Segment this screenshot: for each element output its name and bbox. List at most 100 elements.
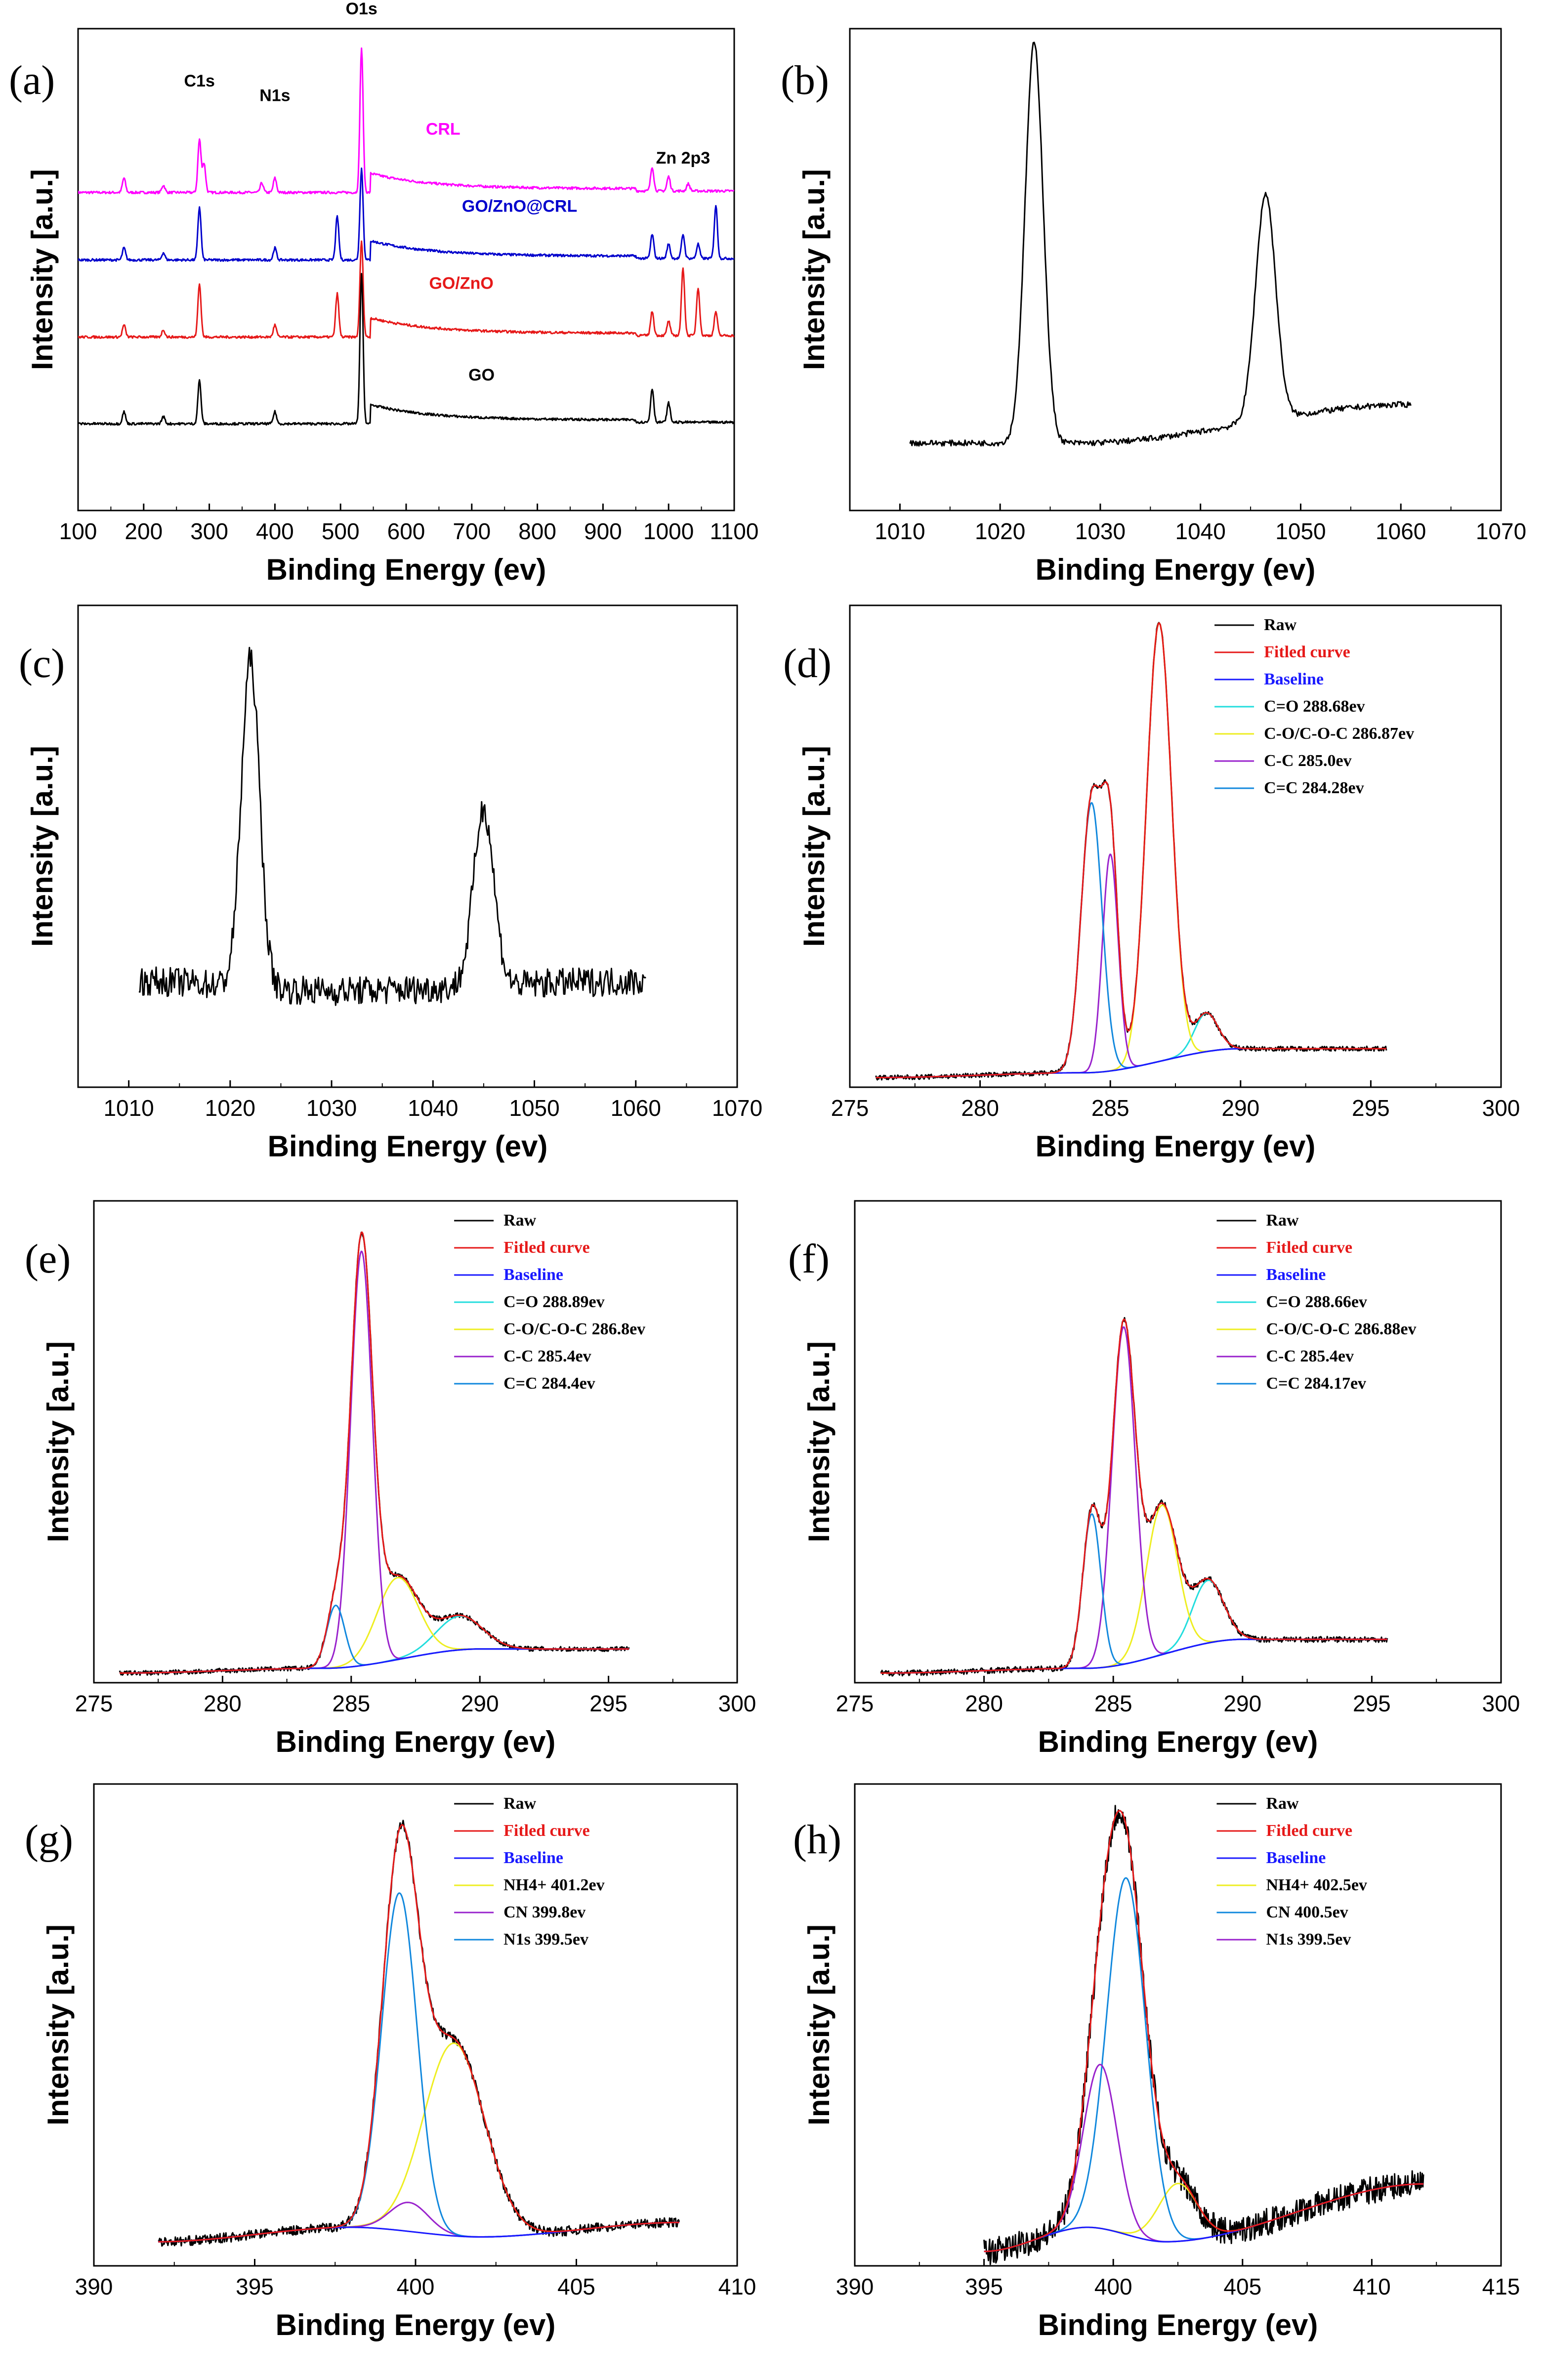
legend-label: Raw	[503, 1794, 537, 1813]
plot-area	[78, 47, 734, 426]
plot-frame	[77, 604, 738, 1088]
raw-spectrum-line	[909, 42, 1412, 447]
legend-label: Baseline	[1264, 670, 1324, 688]
panel-d: (d) 275 280 285 290 295 300 Binding Energy (ev)…	[783, 604, 1520, 1163]
panel-label: (e)	[25, 1236, 71, 1282]
peak-annotation: O1s	[346, 0, 377, 18]
x-tick-label: 290	[1221, 1095, 1259, 1121]
x-tick-label: 1020	[205, 1095, 255, 1121]
legend-label: C-C 285.0ev	[1264, 752, 1352, 770]
x-tick-label: 390	[836, 2274, 874, 2299]
x-tick-label: 1020	[975, 518, 1025, 544]
series-label: GO	[468, 366, 495, 384]
component-line	[880, 1504, 1387, 1674]
x-tick-label: 280	[204, 1691, 242, 1716]
legend-label: C=C 284.28ev	[1264, 779, 1364, 797]
panel-label: (d)	[783, 640, 832, 686]
y-axis-title: Intensity [a.u.]	[797, 169, 831, 370]
component-line	[120, 1576, 629, 1674]
x-tick-label: 900	[584, 518, 622, 544]
component-line	[120, 1250, 629, 1674]
plot-frame	[849, 604, 1502, 1088]
legend-label: C=C 284.4ev	[503, 1374, 595, 1393]
legend-label: C=O 288.89ev	[503, 1293, 604, 1311]
fitted-curve-line	[876, 622, 1387, 1078]
x-axis-title: Binding Energy (ev)	[1038, 1725, 1318, 1758]
legend-label: Fitled curve	[1266, 1238, 1352, 1257]
panel-f: (f) 275 280 285 290 295 300 Binding Energy (ev)…	[788, 1200, 1520, 1758]
legend-label: C=O 288.68ev	[1264, 697, 1365, 716]
legend-label: Fitled curve	[503, 1822, 590, 1840]
panel-h: (h) 390 395 400 405 410 415 Binding Energy (ev)…	[793, 1783, 1520, 2341]
panel-label: (h)	[793, 1817, 841, 1863]
x-tick-label: 275	[75, 1691, 113, 1716]
legend-label: C-O/C-O-C 286.88ev	[1266, 1320, 1416, 1338]
raw-spectrum-line	[138, 646, 646, 1006]
x-axis-title: Binding Energy (ev)	[1038, 2308, 1318, 2341]
plot-area	[909, 42, 1412, 447]
plot-frame	[854, 1200, 1502, 1684]
component-line	[876, 622, 1387, 1078]
x-tick-label: 280	[961, 1095, 999, 1121]
x-tick-label: 1060	[1376, 518, 1426, 544]
legend-label: N1s 399.5ev	[1266, 1930, 1351, 1949]
peak-annotation: C1s	[184, 72, 214, 90]
legend-label: CN 399.8ev	[503, 1903, 585, 1921]
x-tick-label: 295	[1352, 1095, 1390, 1121]
component-line	[158, 2042, 679, 2243]
component-line	[158, 1892, 679, 2243]
x-tick-label: 390	[75, 2274, 113, 2299]
baseline-line	[876, 1048, 1387, 1078]
panel-a: (a) 100 200 300 400 500 600 700 800 900 1000 1100 Bi…	[9, 0, 758, 586]
legend-label: Raw	[1266, 1794, 1299, 1813]
series-label: CRL	[426, 120, 460, 139]
x-tick-label: 300	[190, 518, 228, 544]
legend-label: C-C 285.4ev	[1266, 1347, 1354, 1365]
x-tick-label: 1040	[1175, 518, 1226, 544]
plot-frame	[77, 28, 735, 511]
x-tick-label: 410	[1353, 2274, 1391, 2299]
x-tick-label: 1010	[103, 1095, 154, 1121]
x-axis-title: Binding Energy (ev)	[276, 1725, 556, 1758]
legend-label: N1s 399.5ev	[503, 1930, 588, 1949]
legend-label: Baseline	[503, 1266, 563, 1284]
x-tick-label: 400	[256, 518, 294, 544]
y-axis-title: Intensity [a.u.]	[802, 1924, 836, 2125]
x-axis-title: Binding Energy (ev)	[268, 1130, 548, 1163]
raw-line	[880, 1317, 1388, 1677]
x-axis-title: Binding Energy (ev)	[266, 553, 546, 586]
x-tick-label: 290	[461, 1691, 499, 1716]
fitted-curve-line	[880, 1318, 1387, 1674]
series-label: GO/ZnO	[429, 274, 493, 293]
x-tick-label: 295	[1353, 1691, 1391, 1716]
x-tick-label: 1070	[712, 1095, 762, 1121]
panel-e: (e) 275 280 285 290 295 300 Binding Energy (ev)…	[25, 1200, 756, 1758]
x-tick-label: 405	[557, 2274, 595, 2299]
fitted-curve-line	[120, 1231, 629, 1674]
x-tick-label: 1000	[643, 518, 694, 544]
x-tick-label: 700	[453, 518, 491, 544]
series-label: GO/ZnO@CRL	[462, 197, 577, 216]
legend-label: NH4+ 402.5ev	[1266, 1876, 1367, 1894]
legend-label: Raw	[1264, 616, 1297, 634]
legend-label: CN 400.5ev	[1266, 1903, 1348, 1921]
x-tick-label: 395	[965, 2274, 1003, 2299]
peak-annotation: Zn 2p3	[656, 149, 710, 168]
x-tick-label: 285	[1094, 1691, 1132, 1716]
legend-label: Baseline	[1266, 1266, 1326, 1284]
peak-annotation: N1s	[259, 86, 290, 105]
x-tick-label: 275	[836, 1691, 874, 1716]
x-tick-label: 1030	[306, 1095, 357, 1121]
x-tick-label: 1050	[1275, 518, 1326, 544]
legend-label: Baseline	[1266, 1849, 1326, 1867]
plot-area	[138, 646, 646, 1006]
x-tick-label: 800	[518, 518, 556, 544]
x-tick-label: 1040	[408, 1095, 458, 1121]
legend-label: Raw	[1266, 1211, 1299, 1230]
raw-line	[875, 622, 1387, 1081]
y-axis-title: Intensity [a.u.]	[42, 1341, 75, 1542]
x-tick-label: 1070	[1476, 518, 1526, 544]
baseline-line	[880, 1638, 1387, 1674]
panel-g: (g) 390 395 400 405 410 Binding Energy (ev) Int…	[25, 1783, 756, 2341]
legend-label: NH4+ 401.2ev	[503, 1876, 604, 1894]
